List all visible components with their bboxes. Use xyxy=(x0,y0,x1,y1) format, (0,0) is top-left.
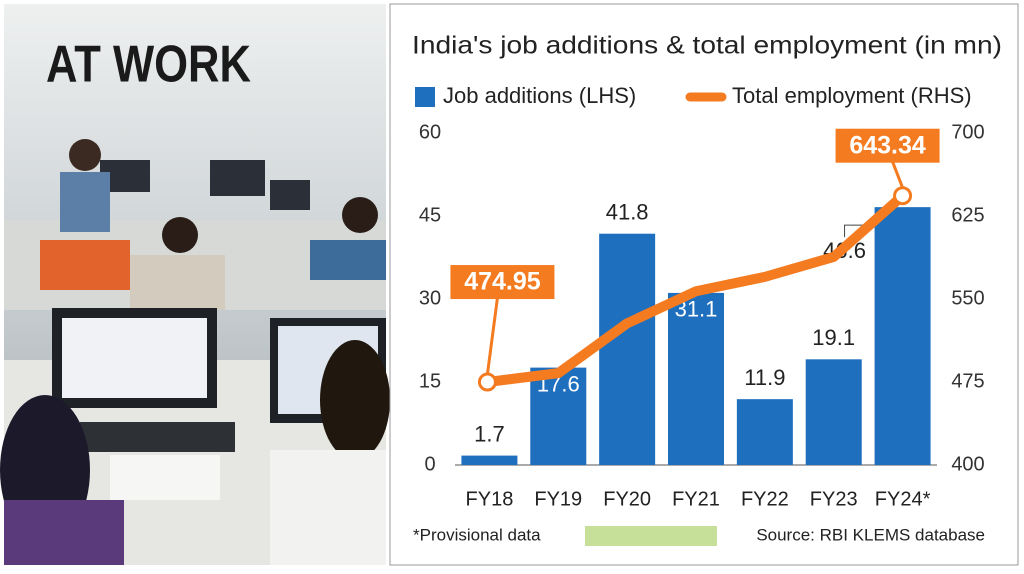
legend-swatch xyxy=(415,87,435,107)
value-label-box xyxy=(835,128,940,163)
photo: AT WORK xyxy=(0,4,390,565)
footnote: *Provisional data xyxy=(413,525,541,544)
line-point xyxy=(477,372,497,392)
person xyxy=(342,197,378,233)
x-tick-label: FY21 xyxy=(672,488,720,510)
y2-tick-label: 550 xyxy=(951,287,984,309)
source: Source: RBI KLEMS database xyxy=(756,525,985,544)
bar-value-label: 19.1 xyxy=(812,325,855,350)
person xyxy=(310,240,386,280)
x-tick-label: FY19 xyxy=(534,488,582,510)
bar xyxy=(874,207,931,465)
person xyxy=(69,139,101,171)
person xyxy=(162,217,198,253)
monitor xyxy=(270,180,310,210)
line-point xyxy=(893,186,913,206)
person xyxy=(4,500,124,565)
y2-tick-label: 700 xyxy=(951,121,984,143)
y-tick-label: 15 xyxy=(419,370,441,392)
label-pointer xyxy=(891,161,904,189)
bar xyxy=(461,455,518,465)
bar xyxy=(668,292,724,465)
legend-label: Total employment (RHS) xyxy=(732,83,972,108)
bar xyxy=(530,367,587,465)
person xyxy=(130,255,225,310)
bar xyxy=(736,399,793,465)
legend-label: Job additions (LHS) xyxy=(443,83,636,108)
x-tick-label: FY20 xyxy=(603,488,651,510)
x-tick-label: FY22 xyxy=(741,488,789,510)
line-value-label: 474.95 xyxy=(464,268,541,296)
x-tick-label: FY23 xyxy=(810,488,858,510)
x-tick-label: FY24* xyxy=(875,488,931,510)
y2-tick-label: 475 xyxy=(951,370,984,392)
line xyxy=(482,190,908,388)
photo-label: AT WORK xyxy=(46,36,251,94)
line-value-label: 643.34 xyxy=(849,131,926,159)
chart-title: India's job additions & total employment… xyxy=(412,32,1002,60)
bar-value-label: 11.9 xyxy=(744,365,785,390)
y-tick-label: 0 xyxy=(424,453,435,475)
y-tick-label: 30 xyxy=(419,287,441,309)
y2-tick-label: 625 xyxy=(951,204,984,226)
x-tick-label: FY18 xyxy=(466,488,514,510)
bar xyxy=(805,359,862,465)
screen xyxy=(62,318,207,398)
y-tick-label: 45 xyxy=(419,204,441,226)
person xyxy=(60,172,110,232)
person xyxy=(320,340,390,460)
chair xyxy=(40,240,130,290)
plot: 0 15 30 45 60 400 475 550 625 700 Job additions (L… xyxy=(415,83,985,510)
footer-band xyxy=(585,526,717,546)
notebook xyxy=(110,455,220,500)
keyboard xyxy=(80,422,235,452)
person xyxy=(270,450,386,565)
monitor xyxy=(210,160,265,196)
label-pointer xyxy=(485,297,499,375)
bar xyxy=(599,233,656,465)
y-tick-label: 60 xyxy=(419,121,441,143)
bar-value-label: 41.8 xyxy=(606,200,649,225)
y2-tick-label: 400 xyxy=(951,453,984,475)
value-label-box xyxy=(450,265,555,300)
bar-value-label: 1.7 xyxy=(474,421,505,446)
